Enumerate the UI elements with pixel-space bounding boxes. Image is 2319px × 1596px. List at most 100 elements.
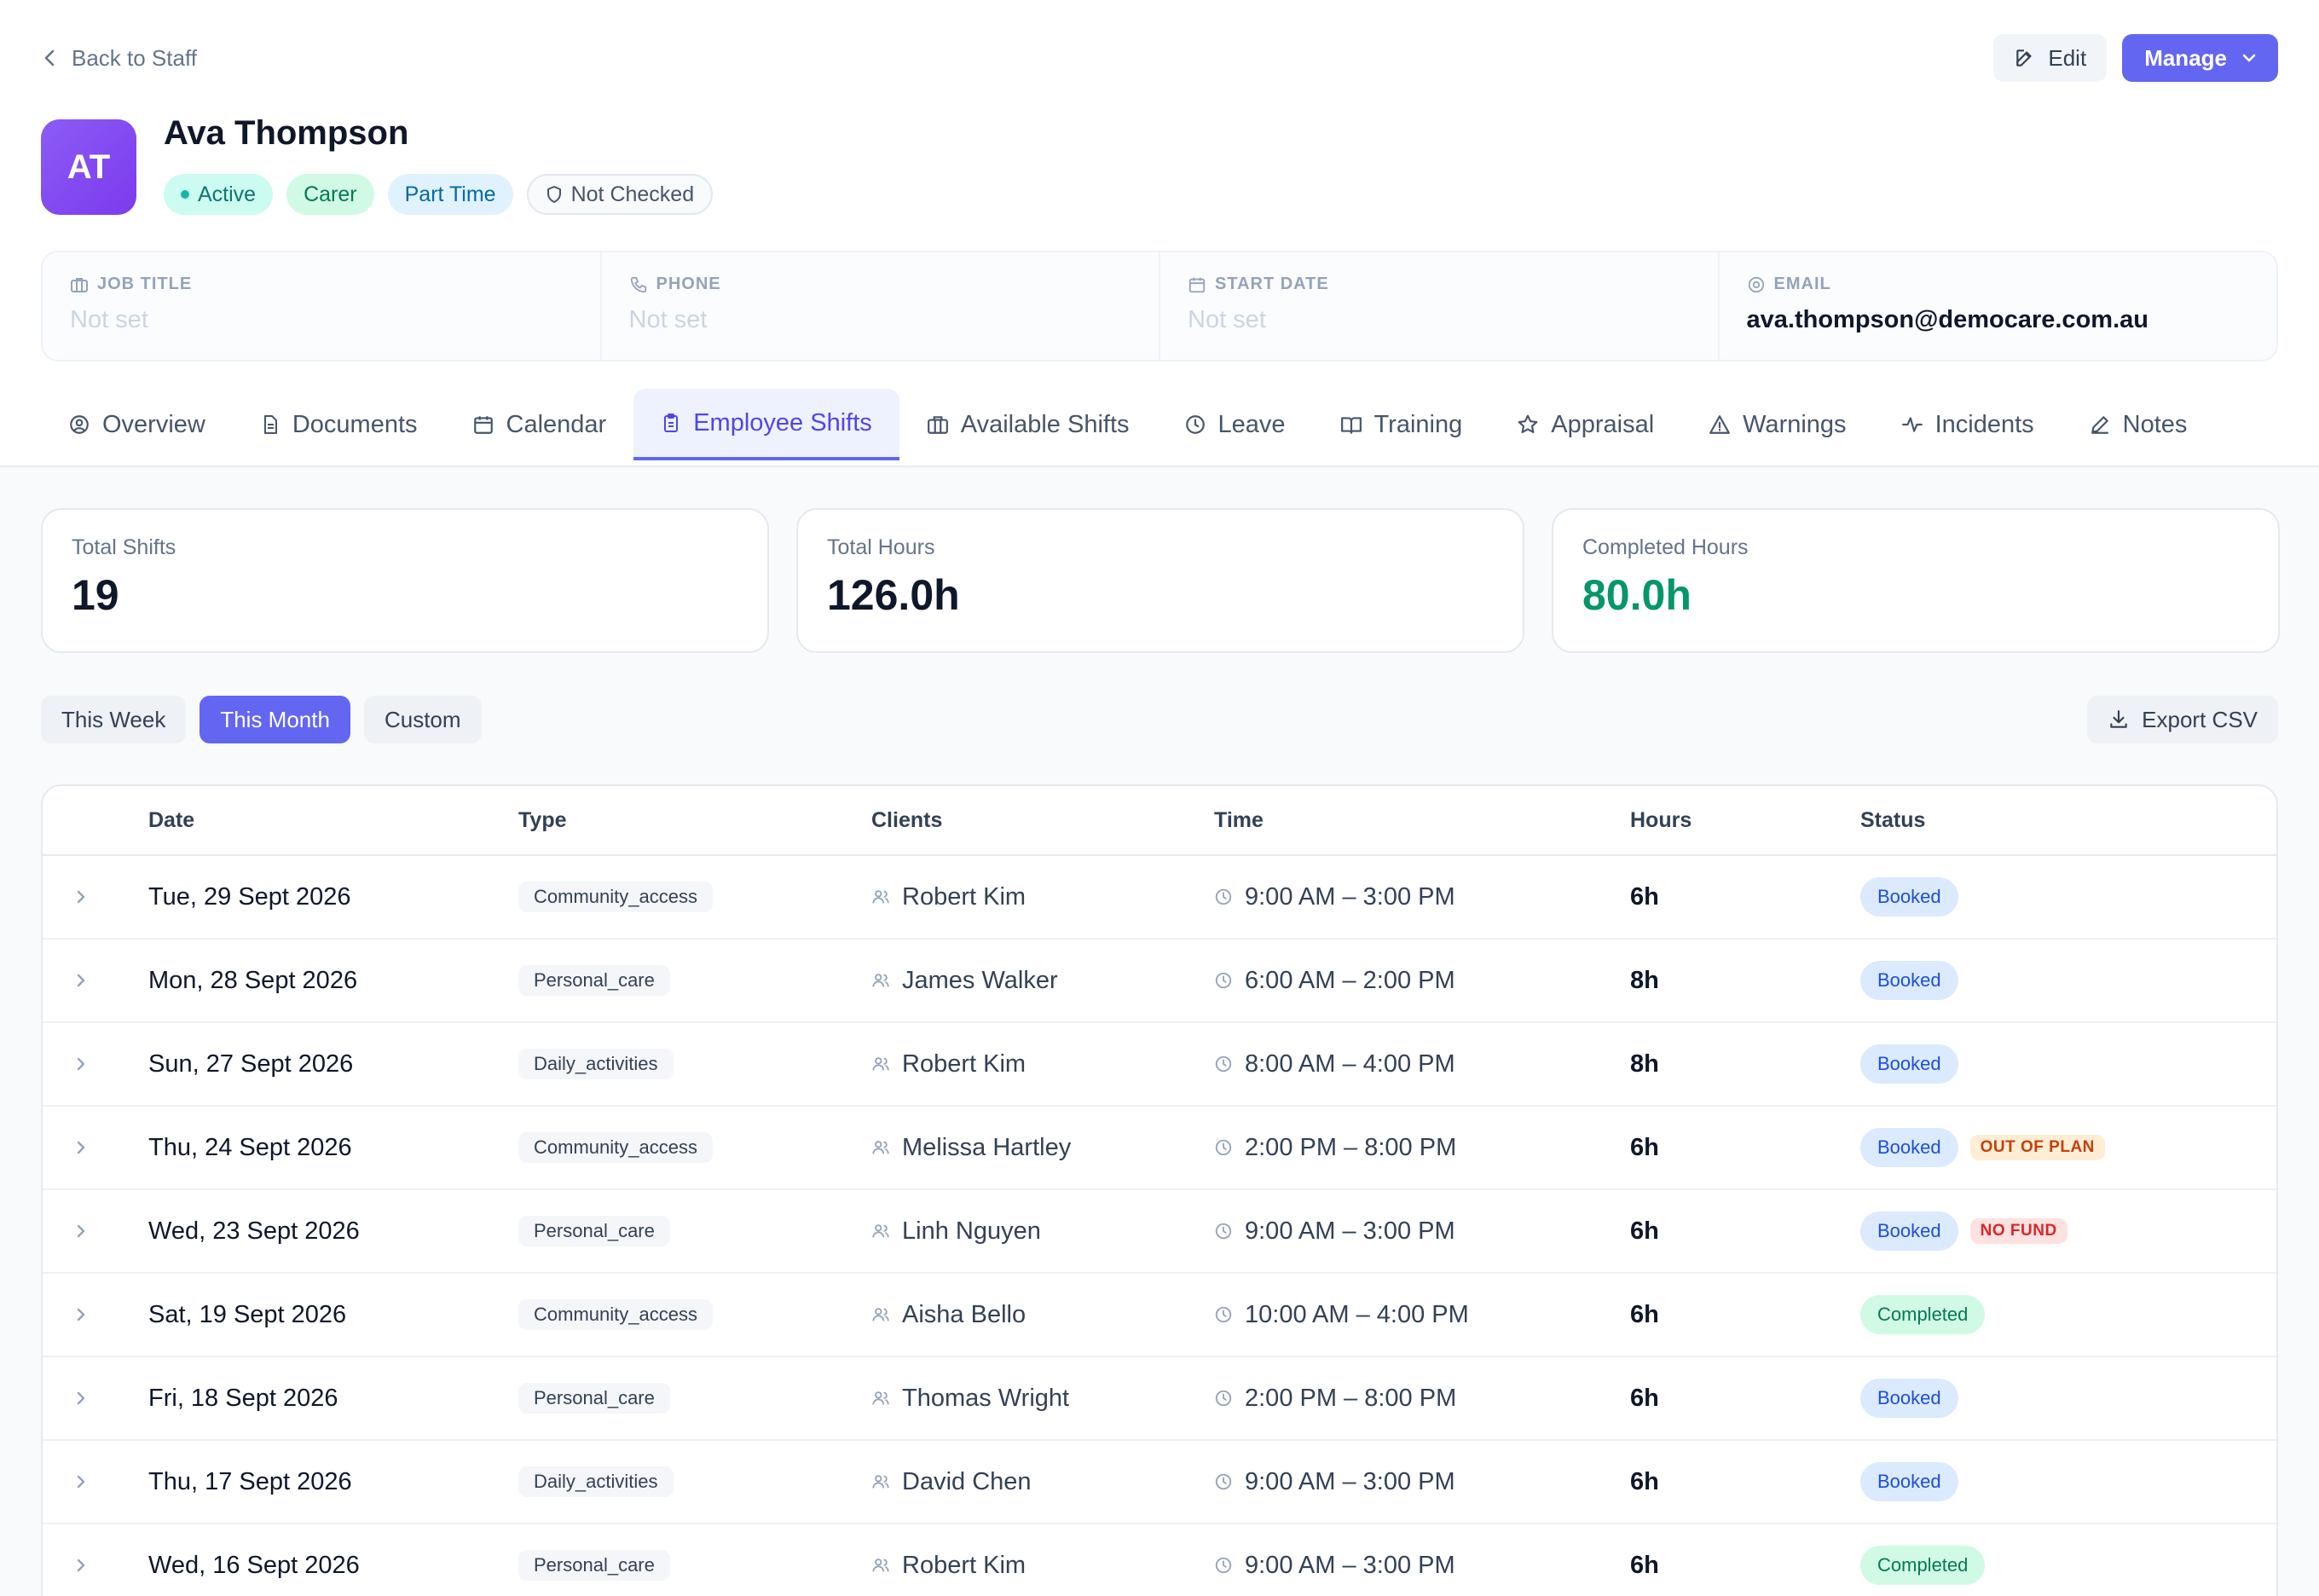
expand-chevron-icon[interactable] bbox=[75, 888, 92, 906]
table-row[interactable]: Tue, 29 Sept 2026 Community_access Robert … bbox=[43, 856, 2276, 940]
expand-chevron-icon[interactable] bbox=[75, 1055, 92, 1073]
shift-date: Wed, 23 Sept 2026 bbox=[148, 1217, 360, 1245]
client-name[interactable]: Robert Kim bbox=[902, 1050, 1026, 1078]
client-name[interactable]: David Chen bbox=[902, 1467, 1032, 1495]
clock-icon bbox=[1214, 1055, 1233, 1073]
table-row[interactable]: Thu, 24 Sept 2026 Community_access Melissa… bbox=[43, 1107, 2276, 1190]
client-name[interactable]: Linh Nguyen bbox=[902, 1217, 1041, 1245]
tabs-divider bbox=[0, 466, 2319, 467]
column-hours[interactable]: Hours bbox=[1630, 807, 1692, 832]
shift-date: Thu, 17 Sept 2026 bbox=[148, 1467, 352, 1495]
info-start-date: START DATE Not set bbox=[1160, 252, 1720, 360]
client-name[interactable]: Melissa Hartley bbox=[902, 1133, 1072, 1161]
warning-icon bbox=[1709, 414, 1731, 435]
stat-label: Total Hours bbox=[827, 535, 935, 559]
expand-chevron-icon[interactable] bbox=[75, 1472, 92, 1491]
table-row[interactable]: Wed, 23 Sept 2026 Personal_care Linh Nguye… bbox=[43, 1190, 2276, 1274]
expand-chevron-icon[interactable] bbox=[75, 1222, 92, 1240]
stat-total-hours: Total Hours 126.0h bbox=[796, 508, 1524, 653]
tab-label: Available Shifts bbox=[960, 410, 1130, 438]
shift-hours: 6h bbox=[1630, 882, 1659, 911]
tab-employee-shifts[interactable]: Employee Shifts bbox=[633, 389, 899, 460]
filter-this-month-button[interactable]: This Month bbox=[200, 696, 350, 743]
tab-leave[interactable]: Leave bbox=[1157, 389, 1313, 460]
client-name[interactable]: James Walker bbox=[902, 966, 1058, 994]
shift-hours: 8h bbox=[1630, 966, 1659, 994]
tab-label: Training bbox=[1373, 410, 1463, 438]
tab-available-shifts[interactable]: Available Shifts bbox=[899, 389, 1157, 460]
calendar-icon bbox=[472, 413, 494, 436]
column-date[interactable]: Date bbox=[148, 807, 195, 832]
out-of-plan-flag: OUT OF PLAN bbox=[1969, 1135, 2105, 1160]
export-label: Export CSV bbox=[2142, 706, 2258, 732]
info-job-title: JOB TITLE Not set bbox=[43, 252, 602, 360]
chevron-down-icon bbox=[2241, 52, 2258, 64]
column-clients[interactable]: Clients bbox=[871, 807, 943, 832]
table-row[interactable]: Thu, 17 Sept 2026 Daily_activities David C… bbox=[43, 1441, 2276, 1524]
at-sign-icon bbox=[1747, 275, 1766, 294]
clock-icon bbox=[1184, 413, 1206, 436]
tab-notes[interactable]: Notes bbox=[2062, 389, 2215, 460]
shift-time: 9:00 AM – 3:00 PM bbox=[1245, 1551, 1455, 1579]
export-csv-button[interactable]: Export CSV bbox=[2087, 696, 2278, 743]
tab-label: Leave bbox=[1217, 410, 1286, 438]
expand-chevron-icon[interactable] bbox=[75, 1389, 92, 1408]
tab-appraisal[interactable]: Appraisal bbox=[1489, 389, 1681, 460]
filter-custom-button[interactable]: Custom bbox=[363, 696, 482, 743]
status-badge: Booked bbox=[1860, 1044, 1958, 1084]
users-icon bbox=[871, 1305, 890, 1324]
status-badge: Completed bbox=[1860, 1546, 1986, 1585]
edit-icon bbox=[2014, 47, 2036, 69]
status-badge: Completed bbox=[1860, 1295, 1986, 1334]
tab-overview[interactable]: Overview bbox=[41, 389, 233, 460]
check-badge-label: Not Checked bbox=[570, 182, 695, 206]
table-row[interactable]: Sat, 19 Sept 2026 Community_access Aisha B… bbox=[43, 1274, 2276, 1357]
table-row[interactable]: Wed, 16 Sept 2026 Personal_care Robert Kim… bbox=[43, 1524, 2276, 1596]
manage-button[interactable]: Manage bbox=[2122, 34, 2278, 82]
client-name[interactable]: Thomas Wright bbox=[902, 1384, 1070, 1412]
info-label: PHONE bbox=[656, 275, 721, 293]
table-row[interactable]: Sun, 27 Sept 2026 Daily_activities Robert … bbox=[43, 1023, 2276, 1107]
shift-date: Tue, 29 Sept 2026 bbox=[148, 882, 351, 911]
table-row[interactable]: Mon, 28 Sept 2026 Personal_care James Walk… bbox=[43, 940, 2276, 1023]
download-icon bbox=[2108, 708, 2130, 731]
edit-button[interactable]: Edit bbox=[1993, 34, 2108, 82]
column-time[interactable]: Time bbox=[1214, 807, 1264, 832]
clock-icon bbox=[1214, 1389, 1233, 1408]
table-row[interactable]: Fri, 18 Sept 2026 Personal_care Thomas Wri… bbox=[43, 1357, 2276, 1441]
filter-this-week-button[interactable]: This Week bbox=[41, 696, 187, 743]
tab-incidents[interactable]: Incidents bbox=[1874, 389, 2062, 460]
shift-type-chip: Personal_care bbox=[518, 965, 670, 996]
users-icon bbox=[871, 1389, 890, 1408]
avatar: AT bbox=[41, 119, 136, 215]
tab-calendar[interactable]: Calendar bbox=[445, 389, 634, 460]
tab-documents[interactable]: Documents bbox=[233, 389, 445, 460]
tab-label: Incidents bbox=[1934, 410, 2034, 438]
client-name[interactable]: Aisha Bello bbox=[902, 1300, 1026, 1328]
status-badge: Booked bbox=[1860, 1128, 1958, 1167]
expand-chevron-icon[interactable] bbox=[75, 1305, 92, 1324]
tab-warnings[interactable]: Warnings bbox=[1681, 389, 1873, 460]
email-value[interactable]: ava.thompson@democare.com.au bbox=[1746, 306, 2148, 333]
shift-date: Wed, 16 Sept 2026 bbox=[148, 1551, 360, 1579]
shift-time: 9:00 AM – 3:00 PM bbox=[1245, 882, 1455, 911]
column-status[interactable]: Status bbox=[1860, 807, 1926, 832]
clipboard-icon bbox=[661, 412, 681, 434]
clock-icon bbox=[1214, 1556, 1233, 1575]
client-name[interactable]: Robert Kim bbox=[902, 882, 1026, 911]
shift-date: Sun, 27 Sept 2026 bbox=[148, 1050, 354, 1078]
users-icon bbox=[871, 1556, 890, 1575]
book-icon bbox=[1340, 414, 1362, 435]
expand-chevron-icon[interactable] bbox=[75, 971, 92, 990]
manage-label: Manage bbox=[2144, 44, 2227, 71]
tab-training[interactable]: Training bbox=[1313, 389, 1490, 460]
status-badge: Booked bbox=[1860, 877, 1958, 917]
column-type[interactable]: Type bbox=[518, 807, 567, 832]
shift-type-chip: Community_access bbox=[518, 1299, 713, 1330]
shift-time: 2:00 PM – 8:00 PM bbox=[1245, 1384, 1457, 1412]
expand-chevron-icon[interactable] bbox=[75, 1556, 92, 1575]
client-name[interactable]: Robert Kim bbox=[902, 1551, 1026, 1579]
staff-info-card: JOB TITLE Not set PHONE Not set START DA… bbox=[41, 251, 2278, 361]
expand-chevron-icon[interactable] bbox=[75, 1138, 92, 1157]
back-to-staff-link[interactable]: Back to Staff bbox=[43, 41, 197, 75]
